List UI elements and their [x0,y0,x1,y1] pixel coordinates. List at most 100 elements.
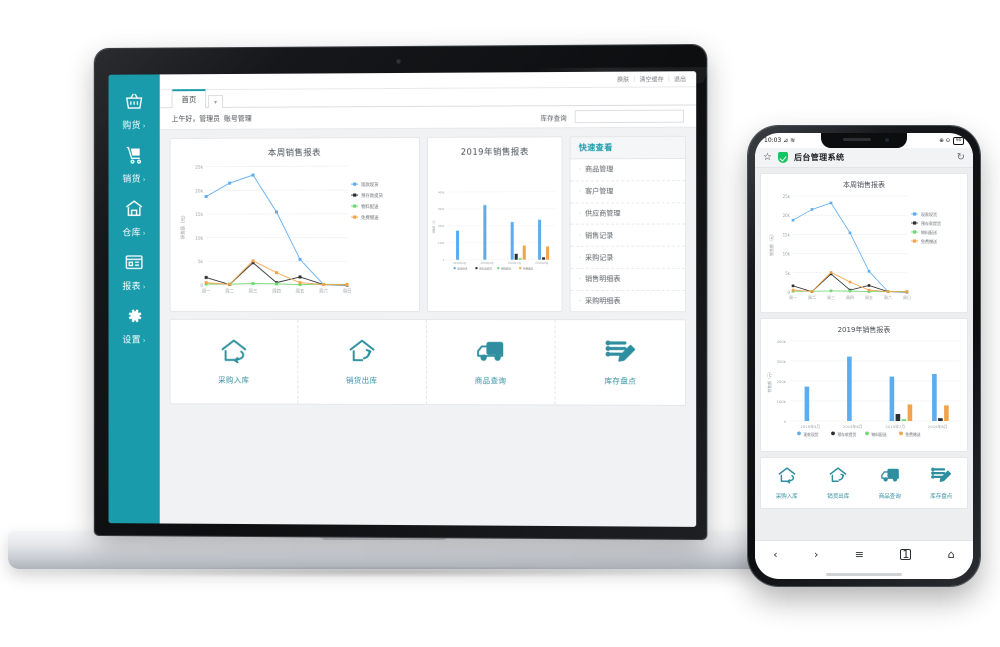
svg-text:2019年7月: 2019年7月 [885,424,905,429]
tab-dropdown-icon[interactable]: ▾ [208,94,223,108]
svg-text:2019年5月: 2019年5月 [453,261,467,265]
action-purchase-inbound[interactable]: 采购入库 [170,319,299,404]
quick-item-gongyingshang[interactable]: · 供应商管理 [570,202,686,226]
svg-text:销售额（元）: 销售额（元） [767,370,772,393]
speaker-icon [843,138,871,141]
quick-view-title: 快速查看 [570,136,686,160]
bookmark-star-icon[interactable]: ☆ [763,152,772,163]
phone-weekly-chart-title: 本周销售报表 [843,181,885,189]
refresh-icon[interactable]: ↻ [956,152,965,163]
quick-item-caigoujilu[interactable]: · 采购记录 [570,246,686,269]
phone-notch [821,133,907,148]
svg-text:周二: 周二 [808,294,816,300]
svg-text:销售额（元）: 销售额（元） [768,232,774,256]
svg-text:400k: 400k [777,339,787,344]
action-label: 商品查询 [474,376,507,386]
svg-text:周一: 周一 [202,288,211,294]
search-label: 库存查询 [540,113,567,122]
quick-item-shangpin[interactable]: · 商品管理 [570,158,686,182]
battery-icon: 90 [953,136,964,145]
sidebar-item-shezhi[interactable]: 设置 › [109,299,160,353]
house-in-arrow-icon [219,338,249,368]
sidebar-item-baobiao[interactable]: 报表 › [109,245,160,299]
svg-text:25k: 25k [195,165,204,171]
skin-link[interactable]: 换肤 [617,76,630,84]
svg-text:100k: 100k [438,241,445,245]
svg-text:免费赠送: 免费赠送 [361,214,379,221]
bullet-icon: · [578,275,582,284]
home-button[interactable]: ⌂ [947,548,955,561]
phone-weekly-line-chart: 0 5k 10k 15k 20k 25k 周一 周二 周三 周四 周五 周六 周日 销售额（元） 现款现货预… [768,194,941,300]
bullet-icon: · [578,209,582,218]
svg-text:周日: 周日 [903,294,911,300]
sidebar-item-xiaohuo[interactable]: 销货 › [109,138,160,192]
phone-page-title: 后台管理系统 [793,153,845,162]
action-label: 采购入库 [218,375,250,385]
svg-text:0: 0 [443,258,445,262]
svg-text:0: 0 [787,290,790,295]
phone-dashboard: 本周销售报表 0 5k 10k 15k 20k 25k 周一 周二 周三 周四 周五 周六 周日 销售额（… [755,168,973,540]
phone-weekly-chart-card: 本周销售报表 0 5k 10k 15k 20k 25k 周一 周二 周三 周四 周五 周六 周日 销售额（… [760,173,968,313]
quick-item-kehu[interactable]: · 客户管理 [570,180,686,204]
logout-link[interactable]: 退出 [673,76,687,84]
svg-text:2019年8月: 2019年8月 [535,261,549,265]
inventory-search-input[interactable] [574,109,685,124]
svg-text:20k: 20k [783,213,791,218]
svg-text:现款现货: 现款现货 [803,432,818,437]
back-button[interactable]: ‹ [773,548,778,561]
svg-text:300k: 300k [438,207,445,211]
house-out-arrow-icon [347,338,377,368]
account-management-link[interactable]: 账号管理 [223,114,252,123]
tab-home[interactable]: 首页 [171,89,207,109]
phone-action-inventory-count[interactable]: 库存盘点 [916,466,968,500]
quick-view-panel: 快速查看 · 商品管理 · 客户管理 · 供应商管理 · 销售记录 · 采购记录 · 销售明… [569,135,687,313]
forward-button[interactable]: › [813,548,819,561]
phone-action-sales-outbound[interactable]: 销货出库 [813,466,865,500]
phone-yearly-chart-card: 2019年销售报表 0 100k 200k 300k 400k 2019年5月 2019年6… [760,318,968,452]
bullet-icon: · [578,231,582,240]
svg-text:5k: 5k [785,271,791,276]
main-sidebar: 购货 › 销货 › [108,74,160,524]
quick-item-xiaoshoujilu[interactable]: · 销售记录 [570,224,686,247]
svg-text:免费赠送: 免费赠送 [921,238,937,244]
svg-text:预存款提货: 预存款提货 [479,267,492,271]
svg-text:现款现货: 现款现货 [457,267,468,271]
clear-cache-link[interactable]: 清空缓存 [639,76,664,84]
quick-actions-row: 采购入库 [169,318,687,406]
svg-text:15k: 15k [783,232,791,237]
bullet-icon: · [578,253,582,262]
phone-action-product-query[interactable]: 商品查询 [864,466,916,500]
action-inventory-count[interactable]: 库存盘点 [556,320,685,405]
svg-text:免费赠送: 免费赠送 [523,266,534,270]
phone-action-label: 采购入库 [775,494,798,500]
phone-action-purchase-inbound[interactable]: 采购入库 [761,466,813,500]
sidebar-label: 仓库 › [122,228,146,239]
svg-text:周六: 周六 [319,287,328,294]
svg-text:销售额（元）: 销售额（元） [179,213,186,239]
phone-action-label: 销货出库 [827,494,850,500]
svg-text:周二: 周二 [225,288,234,294]
webcam-icon [396,58,401,65]
tabs-button[interactable]: 1 [900,548,912,561]
hand-truck-icon [123,145,145,165]
svg-text:现款现货: 现款现货 [921,211,937,217]
svg-text:现款现货: 现款现货 [361,181,379,188]
status-extra-icons: ⊕ ⊙ [939,137,951,144]
sidebar-label: 销货 › [122,174,146,185]
svg-text:物料配送: 物料配送 [871,432,886,437]
sidebar-item-cangku[interactable]: 仓库 › [109,192,160,246]
action-product-query[interactable]: 商品查询 [426,320,556,405]
menu-button[interactable]: ≡ [854,548,864,561]
quick-item-xiaoshoumingxi[interactable]: · 销售明细表 [570,268,686,291]
quick-item-caigoumingxi[interactable]: · 采购明细表 [570,290,686,313]
sidebar-item-gouhuo[interactable]: 购货 › [109,84,160,138]
svg-text:物料配送: 物料配送 [501,267,512,271]
svg-text:周四: 周四 [846,294,854,300]
signal-icon: ⊿ [783,137,789,144]
svg-text:10k: 10k [783,252,791,257]
warehouse-home-icon [123,199,145,219]
main-content: 换肤 | 清空缓存 | 退出 首页 ▾ 上午好，管理员 账号管理 [159,71,697,527]
action-sales-outbound[interactable]: 销货出库 [298,319,427,405]
svg-text:5k: 5k [198,259,204,265]
